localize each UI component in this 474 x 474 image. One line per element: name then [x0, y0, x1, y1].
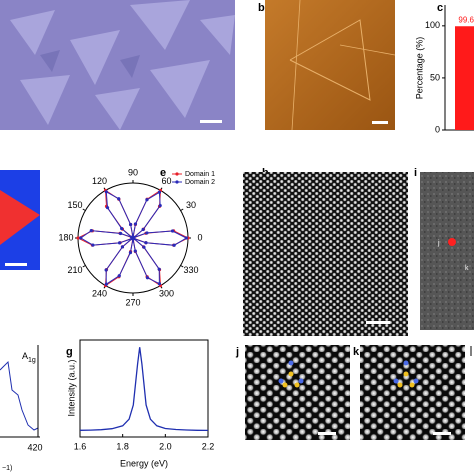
angle-tick-label: 210	[67, 265, 82, 275]
x-axis-label: Energy (eV)	[120, 458, 168, 468]
angle-tick-label: 120	[92, 176, 107, 186]
legend-marker	[175, 180, 179, 184]
series-line	[76, 189, 190, 287]
angle-tick-label: 90	[128, 167, 138, 177]
pl-map-image	[0, 170, 40, 270]
series-line	[79, 190, 188, 286]
angle-tick-label: 180	[58, 232, 73, 242]
x-tick-label: 1.8	[116, 441, 129, 451]
panel-label: j	[235, 346, 239, 358]
optical-image	[0, 0, 235, 130]
panel-label: b	[258, 2, 265, 14]
angle-tick-label: 300	[159, 289, 174, 299]
x-tick-label: 1.6	[74, 441, 87, 451]
y-axis-label: Intensity (a.u.)	[66, 359, 76, 416]
angle-tick-label: 150	[67, 200, 82, 210]
panel-label: e	[160, 167, 166, 179]
y-tick-label: 50	[430, 72, 440, 82]
angle-tick	[180, 265, 184, 268]
peak-label-sub: 1g	[28, 357, 36, 364]
series-line	[79, 347, 209, 432]
raman-fragment: A1g 420 −1)	[0, 345, 43, 472]
x-tick-label: 2.0	[159, 441, 172, 451]
y-axis-label: Percentage (%)	[414, 37, 424, 100]
panel-label: c	[437, 2, 443, 14]
angle-tick-label: 60	[161, 176, 171, 186]
image-annotation: k	[465, 265, 469, 272]
angle-tick-label: 270	[125, 297, 140, 307]
panel-label: i	[414, 167, 417, 179]
atom-image-k	[360, 345, 465, 440]
angle-tick-label: 330	[184, 265, 199, 275]
legend-marker	[175, 172, 179, 176]
image-annotation: j	[437, 240, 440, 247]
angle-tick-label: 30	[186, 200, 196, 210]
panel-label: g	[66, 346, 73, 358]
atom-image-j	[245, 345, 350, 440]
stem-image	[243, 172, 408, 336]
axis-fragment: −1)	[2, 465, 12, 472]
value-label: 99.6	[458, 15, 474, 24]
angle-tick	[82, 208, 86, 211]
angle-tick	[180, 208, 184, 211]
peak-label: A1g	[22, 351, 36, 363]
legend-label: Domain 1	[185, 171, 215, 178]
peak-label-main: A	[22, 351, 28, 361]
angle-tick-label: 240	[92, 289, 107, 299]
plot-frame	[79, 339, 209, 438]
angle-tick	[82, 265, 86, 268]
panel-label: k	[353, 346, 360, 358]
afm-image	[265, 0, 396, 131]
angle-tick-label: 0	[197, 232, 202, 242]
stem-lowmag-image: j k	[420, 172, 474, 330]
y-tick-label: 100	[425, 20, 440, 30]
bar	[455, 26, 474, 130]
legend-label: Domain 2	[185, 179, 215, 186]
y-tick-label: 0	[435, 124, 440, 134]
x-tick-label: 2.2	[202, 441, 215, 451]
x-tick-label: 420	[27, 442, 42, 452]
